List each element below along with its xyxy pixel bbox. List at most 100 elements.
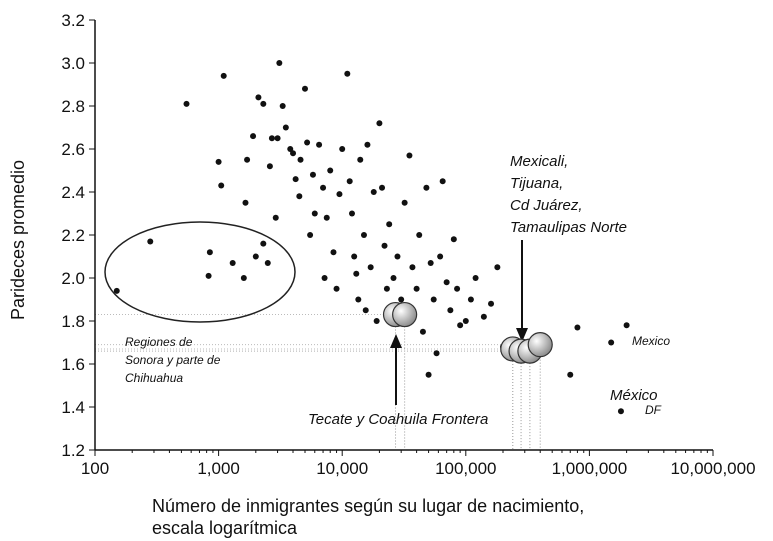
annotation: Regiones de <box>125 335 193 349</box>
point <box>567 371 574 378</box>
point <box>266 163 273 170</box>
point <box>344 70 351 77</box>
point <box>376 120 383 127</box>
point <box>370 189 377 195</box>
point <box>617 408 624 415</box>
x-tick-label: 100 <box>81 459 109 478</box>
point <box>413 285 420 292</box>
annotation: México <box>610 387 658 404</box>
point <box>433 350 440 357</box>
y-axis-label: Parideces promedio <box>8 160 28 320</box>
point <box>287 146 294 152</box>
highlight-point <box>527 332 553 358</box>
point <box>339 146 346 152</box>
y-tick-label: 1.8 <box>61 312 85 331</box>
point <box>260 100 267 107</box>
point <box>346 178 353 185</box>
annotation: Mexico <box>632 334 670 348</box>
x-tick-label: 10,000 <box>316 459 368 478</box>
x-tick-label: 10,000,000 <box>670 459 755 478</box>
point <box>423 184 430 191</box>
point <box>364 141 371 148</box>
point <box>147 238 154 245</box>
x-tick-label: 100,000 <box>435 459 496 478</box>
annotation: Tamaulipas Norte <box>510 219 627 236</box>
point <box>292 176 299 183</box>
point <box>316 141 323 148</box>
y-tick-label: 3.0 <box>61 54 85 73</box>
point <box>272 214 279 221</box>
point <box>274 135 281 142</box>
point <box>268 135 275 142</box>
point <box>427 259 434 266</box>
x-axis-label: Número de inmigrantes según su lugar de … <box>152 496 584 516</box>
point <box>467 296 474 303</box>
point <box>320 184 327 191</box>
annotation: Cd Juárez, <box>510 197 583 214</box>
point <box>488 300 495 307</box>
point <box>351 253 358 260</box>
point <box>357 156 364 163</box>
point <box>113 287 120 294</box>
point <box>419 328 426 335</box>
point <box>321 275 328 281</box>
point <box>439 178 446 185</box>
point <box>296 193 303 200</box>
point <box>425 371 432 378</box>
point <box>348 210 355 217</box>
point <box>379 184 386 191</box>
annotation: Sonora y parte de <box>125 353 221 367</box>
point <box>309 171 316 178</box>
point <box>304 139 311 146</box>
point <box>353 270 360 277</box>
point <box>276 60 283 66</box>
arrow-head <box>390 334 402 348</box>
point <box>437 253 444 260</box>
point <box>183 100 190 107</box>
point <box>220 72 227 79</box>
point <box>383 285 390 292</box>
point <box>367 264 374 271</box>
point <box>330 249 337 256</box>
point <box>406 152 413 159</box>
point <box>252 253 259 260</box>
y-tick-label: 2.2 <box>61 226 85 245</box>
point <box>336 191 343 198</box>
point <box>229 259 236 266</box>
point <box>608 339 615 346</box>
point <box>472 275 479 281</box>
point <box>381 242 388 249</box>
point <box>301 85 308 92</box>
point <box>333 285 340 292</box>
point <box>457 322 464 329</box>
point <box>462 318 469 324</box>
point <box>355 296 362 303</box>
x-axis-label: escala logarítmica <box>152 518 298 538</box>
arrow-head <box>516 328 528 342</box>
point <box>242 199 249 206</box>
point <box>327 167 334 174</box>
y-tick-label: 1.2 <box>61 441 85 460</box>
annotation: Chihuahua <box>125 371 183 385</box>
point <box>282 124 289 131</box>
point <box>454 285 461 292</box>
point <box>218 182 225 189</box>
point <box>311 210 318 217</box>
point <box>264 259 271 266</box>
region-ellipse <box>104 221 296 323</box>
y-tick-label: 2.0 <box>61 269 85 288</box>
point <box>360 232 367 238</box>
point <box>401 199 408 206</box>
point <box>450 236 457 243</box>
point <box>386 221 393 228</box>
point <box>409 264 416 271</box>
y-tick-label: 2.8 <box>61 97 85 116</box>
annotation: Tijuana, <box>510 175 563 192</box>
highlight-point <box>392 301 418 328</box>
point <box>290 150 297 157</box>
point <box>240 275 247 281</box>
point <box>574 324 581 331</box>
point <box>623 322 630 329</box>
annotation: Mexicali, <box>510 153 568 170</box>
